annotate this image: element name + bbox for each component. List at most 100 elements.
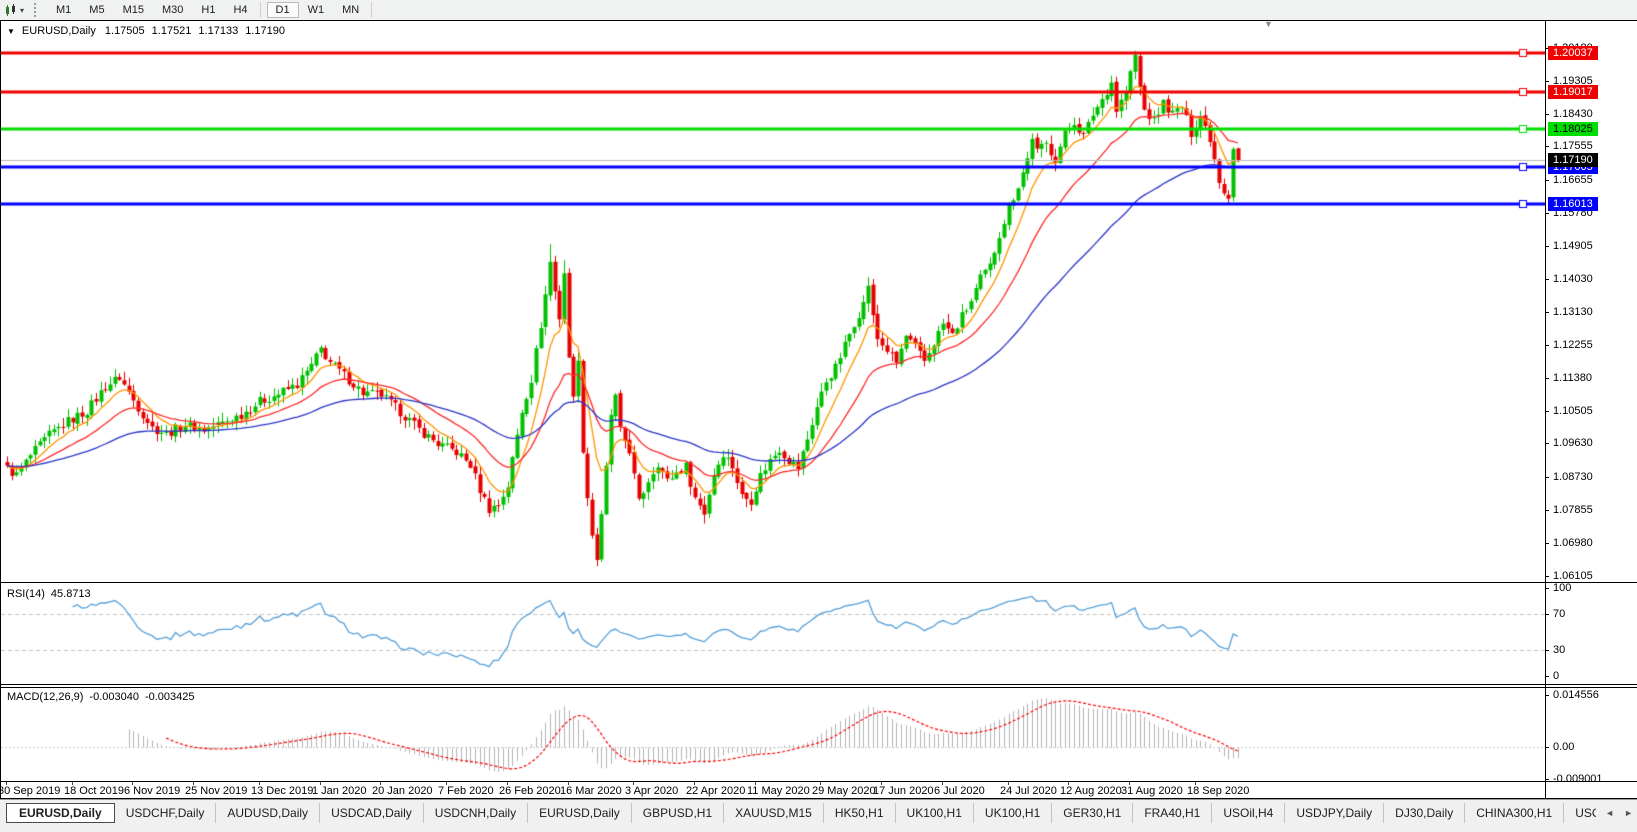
chart-type-button[interactable]: ▾ bbox=[0, 3, 30, 17]
macd-main-value: -0.003040 bbox=[89, 691, 139, 703]
chart-tab-bar: EURUSD,Daily USDCHF,Daily AUDUSD,Daily USDC… bbox=[0, 799, 1637, 832]
price-tick-label: 1.14030 bbox=[1553, 273, 1593, 285]
chart-symbol-label: EURUSD,Daily bbox=[21, 25, 96, 37]
price-tick-label: 1.13130 bbox=[1553, 306, 1593, 318]
chart-title: ▼ EURUSD,Daily 1.17505 1.17521 1.17133 1… bbox=[7, 25, 285, 37]
price-level-badge: 1.18025 bbox=[1548, 122, 1598, 136]
price-tick-label: 1.06105 bbox=[1553, 570, 1593, 582]
timeframe-button[interactable]: H1 bbox=[201, 4, 216, 16]
timeframe-buttons: M1 M5 M15 M30 H1 H4 D1 W1 MN bbox=[47, 0, 373, 20]
date-tick-mark bbox=[132, 782, 133, 785]
date-tick-mark bbox=[568, 782, 569, 785]
chart-type-caret-icon: ▾ bbox=[20, 5, 25, 15]
date-label: 7 Feb 2020 bbox=[438, 785, 494, 797]
chart-tab[interactable]: AUDUSD,Daily bbox=[216, 803, 321, 823]
timeframe-button[interactable]: W1 bbox=[307, 4, 325, 16]
date-tick-mark bbox=[1008, 782, 1009, 785]
timeframe-button[interactable]: M5 bbox=[89, 4, 105, 16]
date-label: 6 Jul 2020 bbox=[934, 785, 985, 797]
main-chart-canvas[interactable] bbox=[1, 21, 1545, 582]
chart-tab[interactable]: USDCAD,Daily bbox=[320, 803, 424, 823]
date-label: 6 Nov 2019 bbox=[124, 785, 181, 797]
price-tick-label: 1.08730 bbox=[1553, 471, 1593, 483]
price-axis[interactable]: 1.201801.193051.184301.175551.166551.157… bbox=[1545, 20, 1637, 799]
chart-tab[interactable]: EURUSD,Daily bbox=[6, 803, 115, 823]
chart-tab[interactable]: UK100,H1 bbox=[974, 803, 1053, 823]
price-tick-label: 1.18430 bbox=[1553, 108, 1593, 120]
chart-tab[interactable]: EURUSD,Daily bbox=[528, 803, 632, 823]
chart-title-caret-icon[interactable]: ▼ bbox=[7, 26, 15, 36]
price-tick-mark bbox=[1545, 246, 1549, 247]
rsi-label: RSI(14) 45.8713 bbox=[7, 588, 91, 600]
chart-tab[interactable]: USOil,H bbox=[1564, 803, 1596, 823]
ohlc-high: 1.17521 bbox=[151, 25, 192, 37]
macd-tick-mark bbox=[1545, 747, 1549, 748]
timeframe-button[interactable]: MN bbox=[333, 2, 373, 18]
tab-scroll-right-icon[interactable]: ► bbox=[1624, 808, 1633, 818]
chart-tab[interactable]: FRA40,H1 bbox=[1133, 803, 1213, 823]
price-axis-border bbox=[1545, 20, 1546, 799]
date-label: 22 Apr 2020 bbox=[686, 785, 746, 797]
chart-tab[interactable]: GER30,H1 bbox=[1052, 803, 1134, 823]
date-axis[interactable]: 30 Sep 2019 18 Oct 2019 6 Nov 2019 25 Nov 2… bbox=[0, 782, 1545, 798]
ohlc-low: 1.17133 bbox=[198, 25, 239, 37]
price-tick-label: 1.17555 bbox=[1553, 140, 1593, 152]
price-tick-mark bbox=[1545, 543, 1549, 544]
price-tick-mark bbox=[1545, 81, 1549, 82]
timeframe-toolbar: ▾ M1 M5 M15 M30 H1 H4 D1 W1 MN bbox=[0, 0, 1637, 20]
price-tick-mark bbox=[1545, 411, 1549, 412]
price-tick-label: 1.19305 bbox=[1553, 75, 1593, 87]
price-tick-mark bbox=[1545, 378, 1549, 379]
chart-tab[interactable]: XAUUSD,M15 bbox=[724, 803, 824, 823]
chart-tab[interactable]: USDCNH,Daily bbox=[424, 803, 529, 823]
chart-tab[interactable]: USOil,H4 bbox=[1212, 803, 1286, 823]
macd-tick-label: -0.009001 bbox=[1553, 773, 1603, 785]
rsi-tick-label: 30 bbox=[1553, 644, 1566, 656]
macd-name: MACD(12,26,9) bbox=[7, 691, 84, 703]
date-tick-mark bbox=[1129, 782, 1130, 785]
window-splitter-icon[interactable]: ▼ bbox=[1264, 19, 1273, 29]
rsi-tick-mark bbox=[1545, 588, 1549, 589]
date-label: 26 Feb 2020 bbox=[499, 785, 561, 797]
chart-tab[interactable]: GBPUSD,H1 bbox=[632, 803, 725, 823]
price-tick-mark bbox=[1545, 576, 1549, 577]
chart-tab[interactable]: HK50,H1 bbox=[824, 803, 896, 823]
toolbar-grip-handle[interactable] bbox=[34, 3, 39, 17]
timeframe-button[interactable]: D1 bbox=[266, 2, 299, 18]
macd-tick-mark bbox=[1545, 695, 1549, 696]
macd-tick-label: 0.014556 bbox=[1553, 689, 1599, 701]
rsi-macd-separator-a[interactable] bbox=[0, 684, 1637, 685]
timeframe-button[interactable]: H4 bbox=[224, 2, 261, 18]
chart-tab[interactable]: CHINA300,H1 bbox=[1465, 803, 1565, 823]
date-label: 20 Jan 2020 bbox=[372, 785, 433, 797]
price-tick-mark bbox=[1545, 48, 1549, 49]
price-tick-mark bbox=[1545, 114, 1549, 115]
date-label: 16 Mar 2020 bbox=[560, 785, 622, 797]
timeframe-button[interactable]: M15 bbox=[122, 4, 144, 16]
date-label: 30 Sep 2019 bbox=[0, 785, 61, 797]
rsi-indicator-canvas[interactable] bbox=[1, 584, 1545, 684]
date-tick-mark bbox=[1195, 782, 1196, 785]
tab-scroll-left-icon[interactable]: ◄ bbox=[1605, 808, 1615, 818]
ohlc-open: 1.17505 bbox=[104, 25, 145, 37]
timeframe-button[interactable]: M1 bbox=[56, 4, 72, 16]
main-rsi-separator[interactable] bbox=[0, 582, 1637, 583]
price-tick-label: 1.09630 bbox=[1553, 437, 1593, 449]
date-label: 11 May 2020 bbox=[747, 785, 810, 797]
macd-tick-label: 0.00 bbox=[1553, 741, 1575, 753]
chart-tab[interactable]: UK100,H1 bbox=[896, 803, 974, 823]
date-tick-mark bbox=[942, 782, 943, 785]
chart-tab[interactable]: USDJPY,Daily bbox=[1285, 803, 1385, 823]
timeframe-button[interactable]: M30 bbox=[161, 4, 184, 16]
chart-tab[interactable]: USDCHF,Daily bbox=[115, 803, 217, 823]
current-price-badge: 1.17190 bbox=[1548, 153, 1598, 167]
price-tick-label: 1.16655 bbox=[1553, 174, 1593, 186]
rsi-tick-label: 70 bbox=[1553, 608, 1566, 620]
rsi-macd-separator-b[interactable] bbox=[0, 687, 1637, 688]
price-level-badge: 1.16013 bbox=[1548, 197, 1598, 211]
price-tick-mark bbox=[1545, 213, 1549, 214]
macd-indicator-canvas[interactable] bbox=[1, 688, 1545, 781]
date-tick-mark bbox=[820, 782, 821, 785]
chart-tab[interactable]: DJ30,Daily bbox=[1384, 803, 1466, 823]
